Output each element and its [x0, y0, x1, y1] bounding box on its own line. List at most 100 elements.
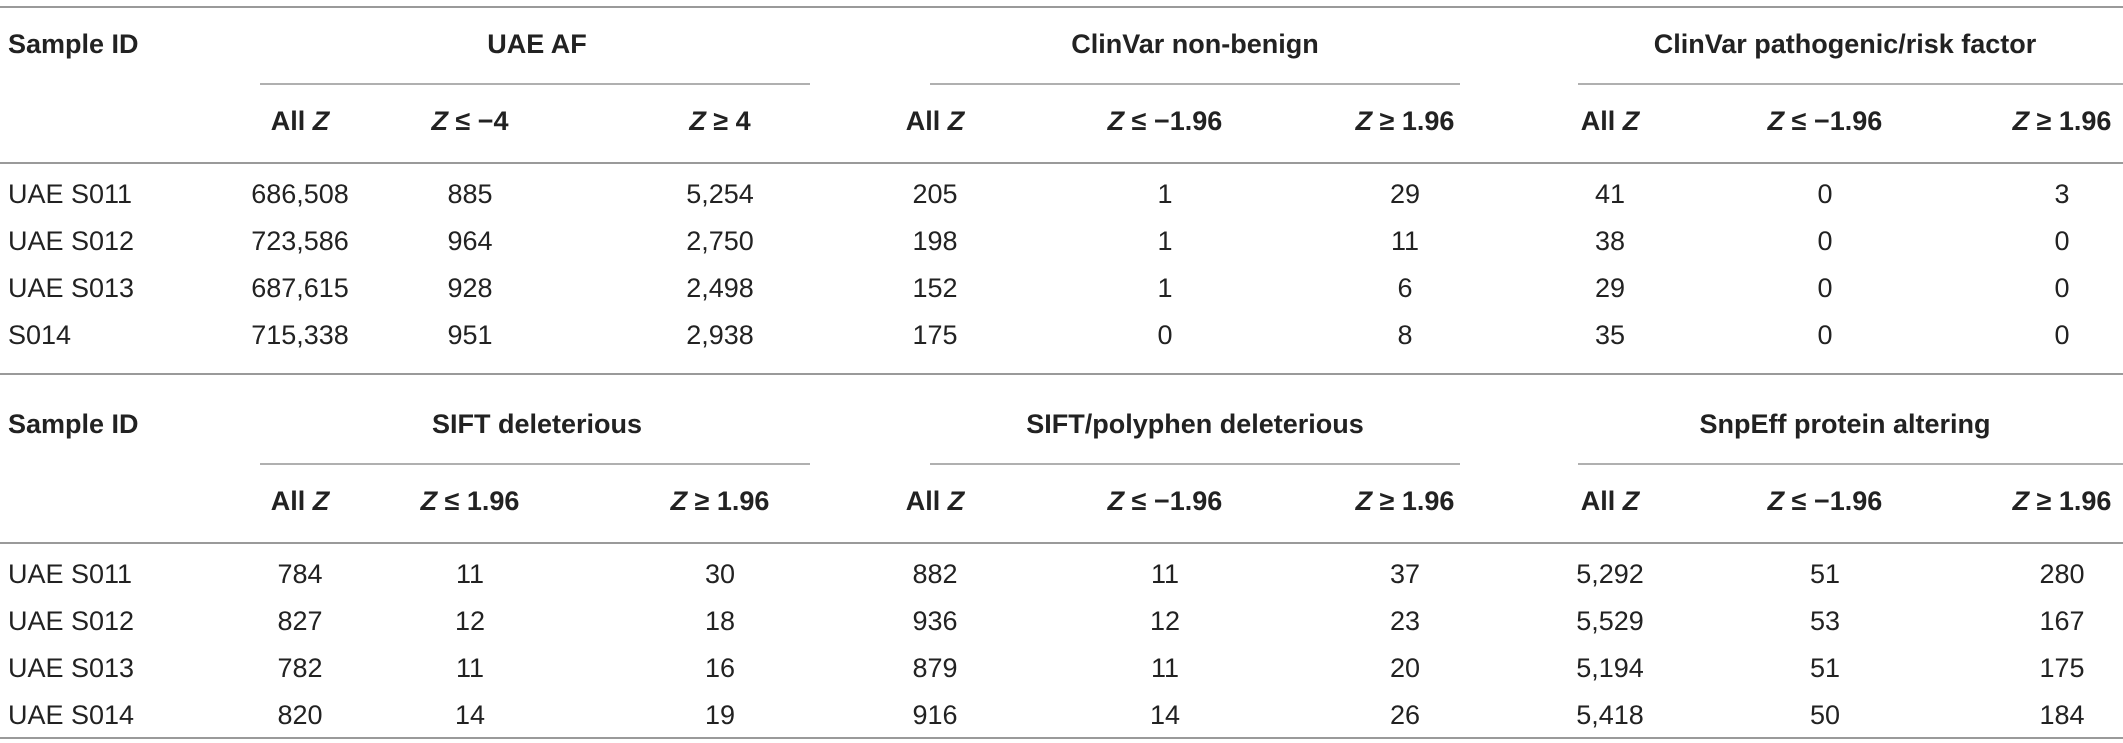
- subcolumn-condition: ≤ −1.96: [1784, 486, 1883, 516]
- subcolumn-header: All Z: [271, 485, 330, 517]
- table-cell: 3: [2054, 179, 2070, 209]
- table-cell: 686,508: [251, 179, 349, 209]
- z-variable: Z: [689, 106, 706, 136]
- row-sample-id: UAE S011: [8, 179, 133, 209]
- table-cell: 0: [1817, 179, 1833, 209]
- group-underline: [260, 463, 810, 465]
- subcolumn-header: All Z: [906, 485, 965, 517]
- table-cell: 280: [2039, 559, 2085, 589]
- table-cell: 16: [704, 653, 736, 683]
- top-rule: [0, 6, 2123, 8]
- subcolumn-header: Z ≥ 1.96: [2013, 485, 2112, 517]
- table-cell: 30: [704, 559, 736, 589]
- table-cell: 23: [1389, 606, 1421, 636]
- table-cell: 687,615: [251, 273, 349, 303]
- table-cell: 885: [447, 179, 493, 209]
- table-cell: 882: [912, 559, 958, 589]
- z-variable: Z: [1355, 486, 1373, 516]
- table-cell: 175: [912, 320, 958, 350]
- subcolumn-header: Z ≤ −1.96: [1108, 485, 1223, 517]
- subcolumn-header: Z ≥ 4: [689, 105, 750, 137]
- table-cell: 167: [2039, 606, 2085, 636]
- table-cell: 11: [1390, 226, 1420, 256]
- subcolumn-condition: ≥ 4: [705, 106, 751, 136]
- table-cell: 184: [2039, 700, 2085, 730]
- subcolumn-condition: ≤ −1.96: [1124, 106, 1223, 136]
- subcolumn-prefix: All: [270, 106, 313, 136]
- subcolumn-condition: ≥ 1.96: [2029, 106, 2112, 136]
- group-underline: [260, 83, 810, 85]
- subcolumn-header: All Z: [1581, 485, 1640, 517]
- subcolumn-header: Z ≥ 1.96: [1356, 485, 1455, 517]
- bottom-rule: [0, 737, 2123, 739]
- table-cell: 8: [1397, 320, 1413, 350]
- table-cell: 198: [912, 226, 958, 256]
- subcolumn-condition: ≥ 1.96: [687, 486, 770, 516]
- table-cell: 19: [704, 700, 736, 730]
- table-cell: 723,586: [251, 226, 349, 256]
- table-cell: 879: [912, 653, 958, 683]
- z-variable: Z: [2012, 486, 2030, 516]
- table-cell: 5,529: [1576, 606, 1644, 636]
- sample-id-header: Sample ID: [8, 29, 139, 59]
- column-group-title: ClinVar non-benign: [1071, 29, 1319, 59]
- table-cell: 0: [1157, 320, 1173, 350]
- table-cell: 175: [2039, 653, 2085, 683]
- table-cell: 0: [2054, 320, 2070, 350]
- row-sample-id: UAE S013: [8, 273, 135, 303]
- table-cell: 951: [447, 320, 493, 350]
- table-cell: 26: [1389, 700, 1421, 730]
- table-cell: 715,338: [251, 320, 349, 350]
- column-group-title: SIFT deleterious: [431, 409, 643, 439]
- table-cell: 784: [277, 559, 323, 589]
- z-variable: Z: [1107, 486, 1125, 516]
- subcolumn-prefix: All: [1580, 486, 1623, 516]
- z-variable: Z: [312, 486, 330, 516]
- table-cell: 5,418: [1576, 700, 1644, 730]
- table-cell: 14: [1149, 700, 1181, 730]
- z-variable: Z: [1107, 106, 1125, 136]
- group-underline: [930, 463, 1460, 465]
- row-sample-id: S014: [8, 320, 72, 350]
- subcolumn-header: Z ≤ −4: [431, 105, 508, 137]
- row-sample-id: UAE S011: [8, 559, 133, 589]
- table-cell: 5,194: [1576, 653, 1644, 683]
- sample-id-header: Sample ID: [8, 409, 139, 439]
- table-cell: 0: [1817, 226, 1833, 256]
- table-cell: 205: [912, 179, 958, 209]
- column-group-title: SIFT/polyphen deleterious: [1026, 409, 1364, 439]
- table-cell: 12: [1149, 606, 1181, 636]
- z-variable: Z: [947, 106, 965, 136]
- subcolumn-prefix: All: [905, 106, 948, 136]
- z-variable: Z: [1767, 106, 1785, 136]
- table-cell: 0: [2054, 273, 2070, 303]
- subcolumn-condition: ≥ 1.96: [1372, 486, 1455, 516]
- table-cell: 0: [1817, 320, 1833, 350]
- subcolumn-condition: ≤ −1.96: [1124, 486, 1223, 516]
- table-cell: 827: [277, 606, 323, 636]
- z-variable: Z: [2012, 106, 2030, 136]
- table-cell: 2,750: [686, 226, 754, 256]
- subcolumn-header: Z ≥ 1.96: [671, 485, 770, 517]
- table-cell: 6: [1397, 273, 1413, 303]
- row-sample-id: UAE S012: [8, 606, 135, 636]
- table-cell: 37: [1389, 559, 1421, 589]
- subcolumn-header: Z ≤ 1.96: [421, 485, 520, 517]
- table-cell: 5,254: [686, 179, 754, 209]
- table-cell: 916: [912, 700, 958, 730]
- table-cell: 5,292: [1576, 559, 1644, 589]
- subcolumn-condition: ≥ 1.96: [2029, 486, 2112, 516]
- z-variable: Z: [431, 106, 448, 136]
- table-cell: 1: [1157, 226, 1173, 256]
- table-cell: 11: [455, 559, 485, 589]
- z-variable: Z: [947, 486, 965, 516]
- table-cell: 41: [1594, 179, 1626, 209]
- z-variable: Z: [420, 486, 438, 516]
- subcolumn-header: All Z: [271, 105, 330, 137]
- subcolumn-header: Z ≤ −1.96: [1768, 485, 1883, 517]
- table-cell: 51: [1809, 559, 1841, 589]
- subcolumn-header: All Z: [1581, 105, 1640, 137]
- group-underline: [1578, 463, 2123, 465]
- table-cell: 38: [1594, 226, 1626, 256]
